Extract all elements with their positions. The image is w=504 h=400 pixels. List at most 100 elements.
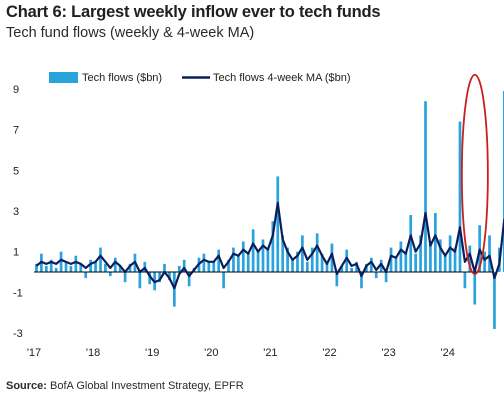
- tech-flow-bar: [483, 251, 486, 272]
- legend: Tech flows ($bn) Tech flows 4-week MA ($…: [49, 72, 351, 84]
- tech-flow-bar: [227, 259, 230, 272]
- tech-flow-bar: [414, 253, 418, 272]
- tech-flow-bar: [360, 272, 363, 289]
- tech-flow-bar: [404, 253, 408, 272]
- x-axis-ticks: '17 '18 '19 '20 '21 '22 '23 '24: [27, 347, 455, 359]
- tech-flow-bar: [502, 91, 504, 272]
- tech-flow-bar: [394, 257, 398, 272]
- x-tick-label: '17: [27, 347, 41, 359]
- y-tick-label: 9: [13, 84, 19, 96]
- tech-flow-bar: [44, 265, 48, 272]
- tech-flow-bar: [310, 247, 314, 272]
- y-tick-label: 3: [13, 206, 19, 218]
- tech-flow-bar: [340, 265, 344, 272]
- x-tick-label: '22: [322, 347, 336, 359]
- tech-flow-bar: [488, 235, 491, 272]
- y-tick-label: -3: [13, 328, 23, 340]
- tech-flow-bar: [296, 251, 299, 272]
- tech-flow-bar: [325, 263, 329, 272]
- source-text: BofA Global Investment Strategy, EPFR: [46, 380, 244, 392]
- tech-flow-bar: [443, 255, 447, 272]
- tech-flow-bar: [350, 267, 353, 272]
- source-label: Source:: [6, 380, 47, 392]
- tech-flow-bar: [448, 235, 452, 272]
- x-tick-label: '19: [145, 347, 159, 359]
- x-tick-label: '21: [263, 347, 277, 359]
- tech-flow-bar: [468, 245, 472, 272]
- tech-flow-bar: [374, 272, 378, 279]
- tech-flow-bar: [409, 215, 413, 272]
- x-tick-label: '23: [381, 347, 395, 359]
- tech-flow-bar: [69, 265, 73, 272]
- tech-flow-bar: [286, 247, 289, 272]
- tech-flow-bar: [108, 272, 112, 277]
- tech-flow-bar: [237, 255, 240, 272]
- tech-flow-bar: [276, 176, 280, 272]
- chart-plot: 9 7 5 3 1 -1 -3 '17 '18 '19 '20 '21 '22 '23 '24 Tech …: [13, 72, 504, 359]
- tech-flow-bar: [177, 265, 181, 272]
- tech-flow-bar: [369, 257, 373, 272]
- tech-flow-bar: [148, 272, 152, 285]
- tech-flow-bar: [281, 235, 285, 272]
- tech-flow-bar: [315, 233, 319, 272]
- tech-flows-bars: [35, 91, 504, 329]
- tech-flow-bar: [158, 272, 161, 283]
- tech-flow-bar: [434, 213, 437, 272]
- tech-flow-bar: [320, 253, 324, 272]
- y-axis-ticks: 9 7 5 3 1 -1 -3: [13, 84, 23, 340]
- tech-flow-bar: [419, 235, 422, 272]
- chart-subtitle: Tech fund flows (weekly & 4-week MA): [6, 25, 255, 41]
- tech-flow-bar: [251, 229, 255, 272]
- tech-flow-bar: [59, 251, 63, 272]
- highlight-ellipse: [460, 73, 489, 275]
- tech-flow-bar: [118, 265, 122, 272]
- tech-flow-bar: [232, 247, 235, 272]
- tech-flow-bar: [217, 249, 221, 272]
- tech-flow-bar: [94, 261, 97, 272]
- tech-flow-bar: [384, 272, 388, 283]
- tech-flow-bar: [89, 259, 92, 272]
- x-tick-label: '20: [204, 347, 218, 359]
- tech-flow-bar: [429, 241, 432, 272]
- y-tick-label: 1: [13, 247, 19, 259]
- tech-flow-bar: [182, 259, 186, 272]
- tech-flow-bar: [99, 247, 102, 272]
- tech-flow-bar: [389, 247, 393, 272]
- tech-flow-bar: [212, 261, 216, 272]
- x-tick-label: '18: [86, 347, 100, 359]
- x-tick-label: '24: [441, 347, 455, 359]
- tech-flow-bar: [168, 272, 171, 281]
- tech-flow-bar: [463, 272, 467, 289]
- tech-flow-bar: [163, 263, 166, 272]
- y-tick-label: 5: [13, 165, 19, 177]
- tech-flow-bar: [222, 272, 225, 289]
- tech-flow-bar: [473, 272, 477, 305]
- tech-flow-bar: [74, 255, 78, 272]
- tech-flow-bar: [104, 263, 107, 272]
- tech-flow-bar: [291, 259, 294, 272]
- legend-label-tech-flows: Tech flows ($bn): [82, 72, 162, 84]
- tech-flow-bar: [246, 253, 250, 272]
- tech-flow-bar: [458, 121, 462, 272]
- tech-flow-bar: [301, 235, 304, 272]
- tech-flow-bar: [399, 241, 403, 272]
- tech-flow-bar: [355, 261, 358, 272]
- tech-flow-bar: [266, 249, 270, 272]
- legend-bar-swatch: [49, 72, 78, 83]
- tech-flow-bar: [123, 272, 127, 283]
- tech-flow-bar: [241, 241, 245, 272]
- tech-flow-bar: [35, 263, 38, 272]
- tech-flow-bar: [345, 249, 349, 272]
- tech-flow-bar: [202, 253, 206, 272]
- chart-title: Chart 6: Largest weekly inflow ever to t…: [6, 3, 381, 21]
- tech-flow-bar: [54, 267, 58, 272]
- tech-flow-bar: [113, 257, 117, 272]
- tech-flow-bar: [79, 263, 83, 272]
- legend-label-tech-flows-ma: Tech flows 4-week MA ($bn): [213, 72, 351, 84]
- tech-flow-bar: [335, 272, 339, 287]
- source-note: Source: BofA Global Investment Strategy,…: [6, 380, 244, 392]
- tech-flow-bar: [49, 259, 53, 272]
- tech-flow-bar: [493, 272, 496, 329]
- tech-flow-bar: [261, 239, 265, 272]
- tech-flow-bar: [305, 261, 309, 272]
